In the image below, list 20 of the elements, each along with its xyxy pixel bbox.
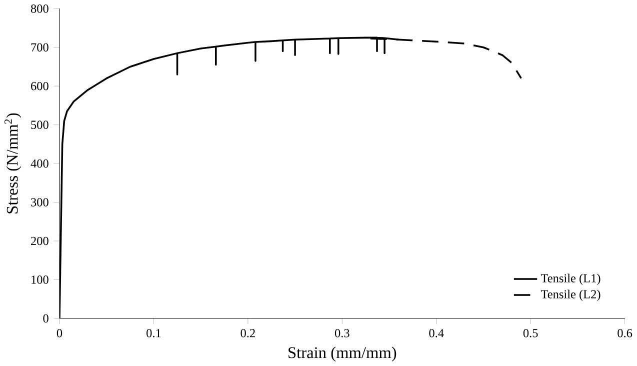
y-tick-label: 100 bbox=[32, 276, 48, 284]
x-tick-label: 0 bbox=[56, 329, 62, 338]
y-axis-title: Stress (N/mm$^{2}$) bbox=[4, 113, 22, 214]
y-tick-label: 300 bbox=[31, 198, 48, 206]
y-tick-label: 800 bbox=[30, 4, 48, 13]
y-tick-label: 500 bbox=[31, 120, 48, 129]
x-tick-label: 0.1 bbox=[146, 329, 161, 338]
y-tick-label: 0 bbox=[43, 314, 48, 323]
legend-label: Tensile (L2) bbox=[540, 290, 600, 301]
x-tick-label: 0.5 bbox=[523, 329, 538, 338]
x-tick-label: 0.6 bbox=[618, 329, 632, 338]
y-tick-label: 700 bbox=[31, 43, 48, 52]
y-tick-label: 600 bbox=[31, 82, 48, 90]
x-axis-title: Strain (mm/mm) bbox=[288, 346, 396, 362]
x-tick-label: 0.3 bbox=[334, 329, 350, 338]
y-tick-label: 200 bbox=[31, 236, 48, 246]
y-tick-label: 400 bbox=[30, 159, 48, 168]
legend-label: Tensile (L1) bbox=[540, 274, 600, 285]
x-tick-label: 0.4 bbox=[429, 329, 444, 338]
x-tick-label: 0.2 bbox=[240, 329, 255, 338]
